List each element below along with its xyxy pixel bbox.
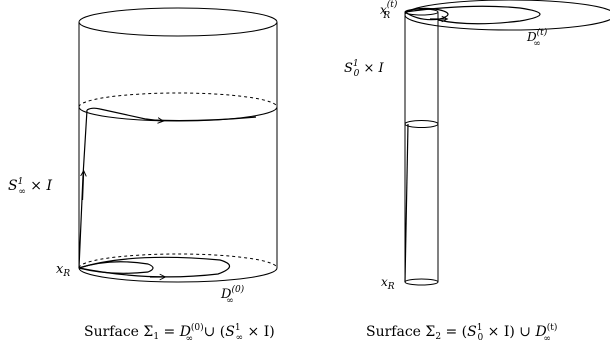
right-vertical-path (404, 123, 409, 283)
left-top-ellipse (78, 7, 278, 37)
right-tube-mid-ellipse (404, 120, 439, 128)
left-mid-loop (86, 107, 257, 122)
right-caption: Surface Σ2 = (S1 0 × I) ∪ D(t) ∞ (366, 322, 557, 344)
right-disk-label: D(t) ∞ (526, 27, 548, 49)
right-large-loop (404, 5, 541, 25)
right-top-loop (404, 7, 449, 21)
right-disk-ellipse (404, 0, 610, 31)
left-mid-arrow (145, 119, 162, 121)
right-loop-paths (404, 5, 541, 283)
left-loop-paths (78, 107, 257, 278)
left-point-label: xR (56, 262, 70, 279)
right-tube-bottom-ellipse (404, 278, 439, 286)
right-tube (404, 12, 439, 286)
right-bottom-point-label: xR (381, 275, 395, 292)
left-bottom-front (78, 267, 278, 283)
right-top-point-label: x(t) R (380, 0, 398, 21)
left-cylinder-label: S1 ∞ × I (8, 177, 52, 197)
left-bottom-inner-loop (78, 261, 154, 274)
left-disk-label: D(0) ∞ (220, 284, 245, 306)
left-bottom-outer-loop (78, 256, 231, 278)
left-middle-slice-front (78, 106, 278, 122)
right-cylinder-label: S1 0 × I (344, 59, 385, 79)
left-up-arrow (83, 172, 84, 201)
left-bottom-back (78, 253, 278, 269)
left-caption: Surface Σ1 = D(0) ∞ ∪ (S1 ∞ × I) (84, 322, 275, 344)
left-middle-slice-back (78, 92, 278, 108)
right-disk (404, 0, 610, 31)
left-cylinder (78, 7, 278, 283)
